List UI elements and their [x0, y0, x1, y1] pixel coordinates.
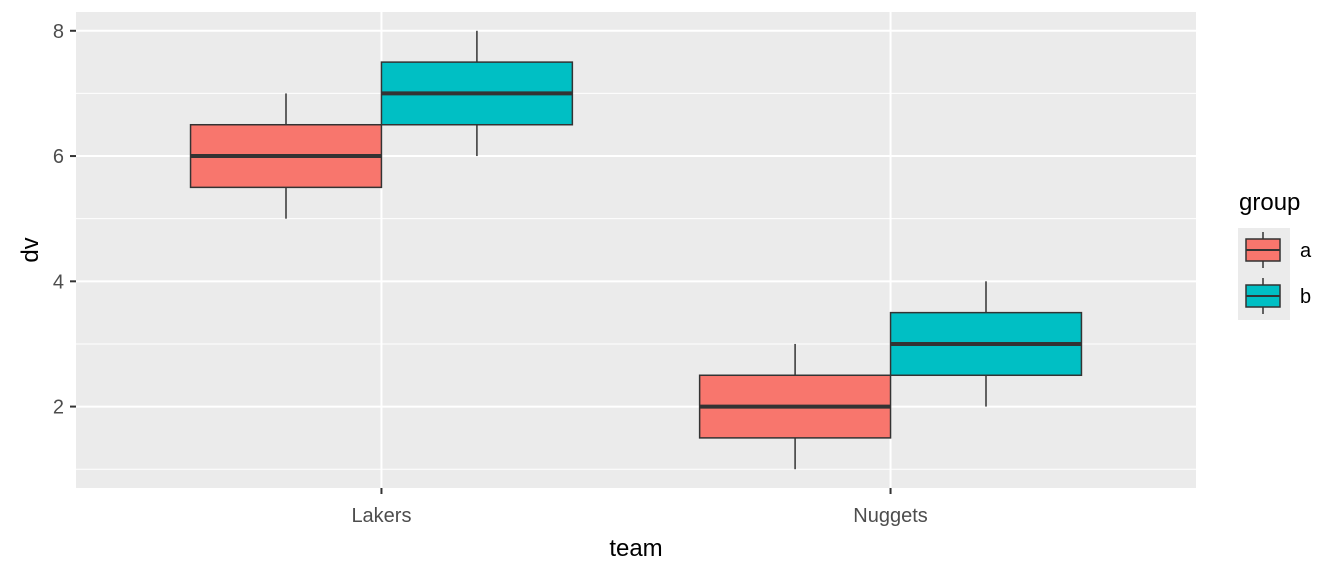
plot-panel: [76, 12, 1196, 488]
legend-label: a: [1300, 240, 1312, 262]
y-tick-label: 4: [53, 271, 64, 293]
box-b-lakers: [380, 30, 574, 157]
x-tick-label: Lakers: [351, 505, 411, 527]
legend: group a b: [1238, 189, 1312, 320]
x-axis: Lakers Nuggets: [351, 488, 928, 527]
legend-label: b: [1300, 286, 1311, 308]
box-b-nuggets: [889, 281, 1083, 407]
legend-title: group: [1239, 189, 1300, 216]
legend-key-a: a: [1245, 232, 1312, 268]
box-a-lakers: [189, 93, 383, 219]
y-tick-label: 6: [53, 146, 64, 168]
y-tick-label: 8: [53, 21, 64, 43]
box-a-nuggets: [698, 343, 892, 470]
y-tick-label: 2: [53, 397, 64, 419]
x-axis-title: team: [609, 535, 662, 562]
boxes-layer: [189, 30, 1083, 470]
x-tick-label: Nuggets: [853, 505, 928, 527]
y-axis-title: dv: [17, 237, 44, 262]
legend-key-b: b: [1245, 278, 1311, 314]
y-axis: 2 4 6 8: [53, 21, 76, 419]
